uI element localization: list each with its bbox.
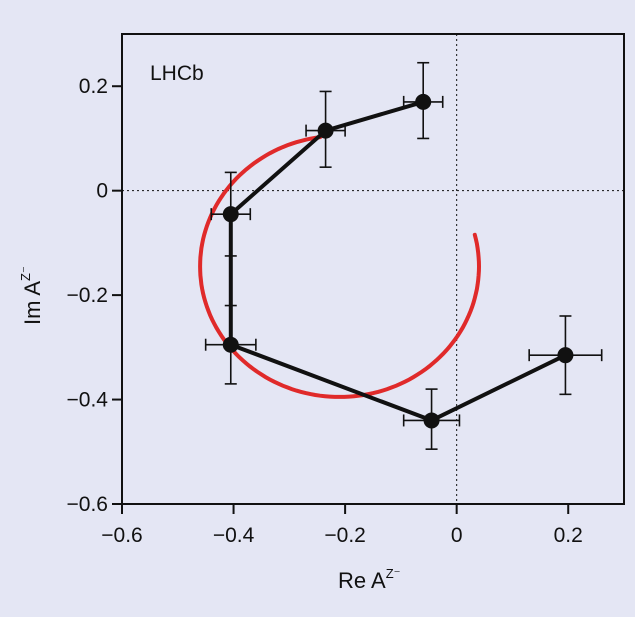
y-tick-label: −0.2 <box>67 284 108 307</box>
x-tick-label: 0.2 <box>554 524 583 547</box>
data-point <box>423 412 440 429</box>
data-point <box>222 336 239 353</box>
data-point <box>557 347 574 364</box>
y-axis-label-base: Im A <box>20 281 45 325</box>
data-point <box>222 206 239 223</box>
data-connecting-line <box>228 99 567 423</box>
data-line-path <box>228 99 567 423</box>
y-tick-label: 0 <box>96 180 108 203</box>
x-axis-ticks: −0.6 −0.4 −0.2 0 0.2 <box>101 504 583 547</box>
y-axis-label-sup: Z⁻ <box>18 266 33 281</box>
x-tick-label: −0.6 <box>101 524 142 547</box>
plot-frame <box>121 33 625 505</box>
y-tick-label: −0.6 <box>67 493 108 516</box>
y-axis-label: Im AZ⁻ <box>18 266 45 325</box>
chart-annotation: LHCb <box>150 62 204 85</box>
x-tick-label: −0.4 <box>213 524 255 547</box>
y-tick-label: −0.4 <box>67 389 109 412</box>
plot-border <box>121 33 625 505</box>
data-points <box>222 93 574 429</box>
x-axis-label-base: Re A <box>338 568 386 593</box>
y-tick-label: 0.2 <box>79 75 108 98</box>
error-bars <box>204 61 603 450</box>
x-tick-label: −0.2 <box>324 524 365 547</box>
data-point <box>317 122 334 139</box>
x-axis-label-sup: Z⁻ <box>386 566 401 581</box>
theory-curve-path <box>198 135 482 399</box>
x-axis-label: Re AZ⁻ <box>338 566 401 593</box>
theory-curve <box>198 135 482 399</box>
x-tick-label: 0 <box>451 524 463 547</box>
y-axis-ticks: −0.6 −0.4 −0.2 0 0.2 <box>67 75 122 516</box>
reference-lines <box>122 34 624 504</box>
data-point <box>415 93 432 110</box>
